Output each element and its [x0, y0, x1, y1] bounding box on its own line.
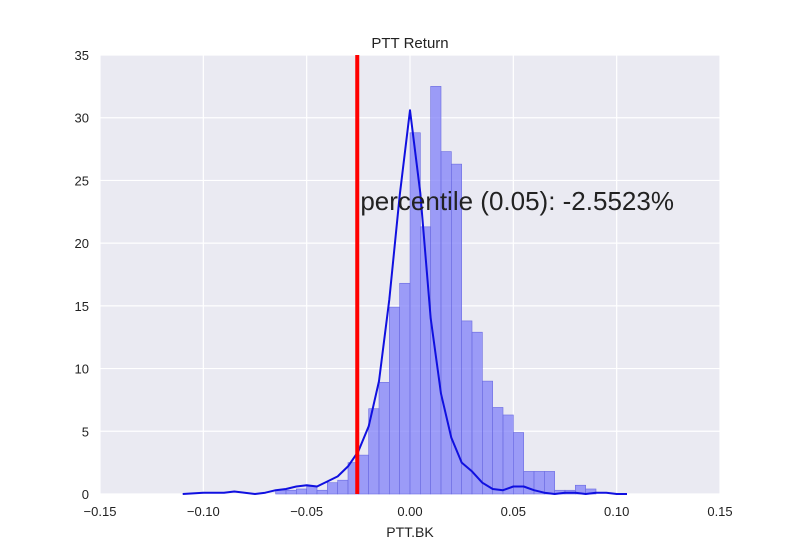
histogram-bar: [430, 86, 442, 495]
x-tick-label: −0.05: [290, 504, 323, 519]
x-axis-label: PTT.BK: [386, 524, 434, 540]
kde-curve: [182, 109, 627, 495]
histogram-bar: [358, 454, 369, 495]
histogram-bar: [389, 306, 400, 495]
histogram-bar: [471, 331, 483, 495]
histogram-bar: [378, 382, 390, 495]
y-tick-label: 10: [75, 362, 89, 377]
histogram-bar: [482, 380, 493, 495]
y-tick-label: 30: [75, 111, 89, 126]
histogram-bar: [337, 479, 349, 495]
x-tick-label: 0.00: [397, 504, 422, 519]
x-tick-label: −0.10: [187, 504, 220, 519]
histogram-bar: [492, 407, 504, 495]
histogram-bars: [275, 86, 597, 495]
histogram-bar: [316, 489, 328, 495]
histogram-bar: [544, 471, 555, 495]
histogram-bar: [285, 489, 297, 495]
histogram-bar: [296, 488, 307, 495]
y-tick-label: 15: [75, 299, 89, 314]
x-tick-label: 0.10: [604, 504, 629, 519]
x-tick-label: −0.15: [84, 504, 117, 519]
histogram-bar: [327, 482, 338, 495]
x-tick-label: 0.05: [501, 504, 526, 519]
y-tick-label: 25: [75, 173, 89, 188]
histogram-bar: [513, 432, 524, 495]
kde-layer: [182, 109, 627, 495]
x-tick-label: 0.15: [707, 504, 732, 519]
y-tick-labels: 0 5 10 15 20 25 30 35: [75, 48, 89, 502]
histogram-bar: [399, 282, 411, 495]
histogram-bar: [502, 414, 514, 495]
histogram-bar: [306, 486, 318, 495]
percentile-annotation: percentile (0.05): -2.5523%: [360, 186, 674, 216]
y-tick-label: 0: [82, 487, 89, 502]
x-tick-labels: −0.15 −0.10 −0.05 0.00 0.05 0.10 0.15: [84, 504, 733, 519]
y-tick-label: 35: [75, 48, 89, 63]
y-tick-label: 20: [75, 236, 89, 251]
y-tick-label: 5: [82, 424, 89, 439]
chart-title: PTT Return: [371, 35, 448, 52]
